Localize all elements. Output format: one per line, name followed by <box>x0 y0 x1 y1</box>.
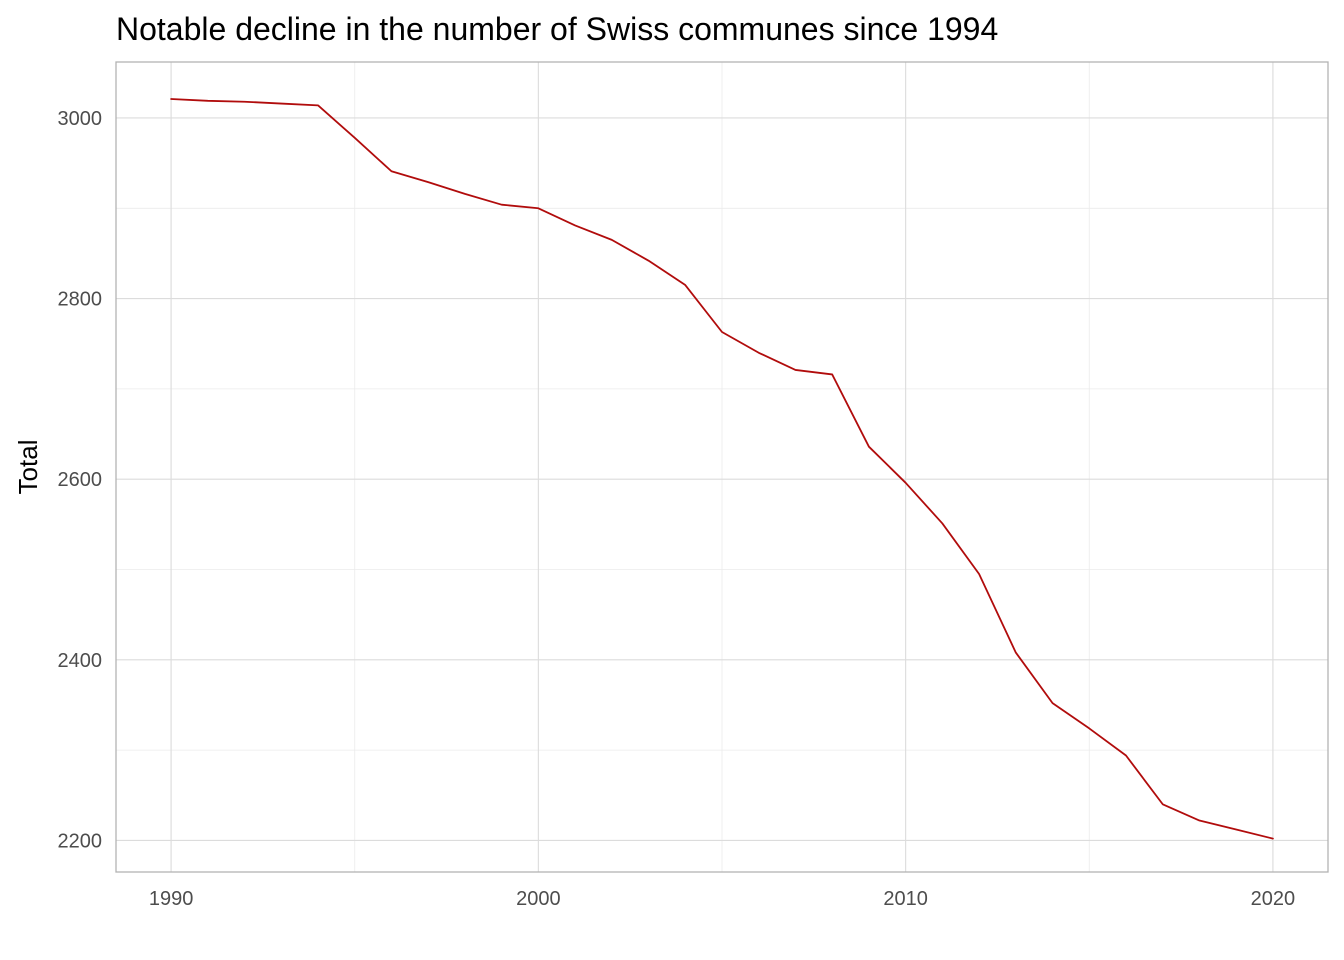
y-axis-title: Total <box>13 440 43 495</box>
y-tick-label: 2200 <box>58 830 103 852</box>
series-layer <box>170 98 1274 840</box>
x-tick-label: 1990 <box>149 888 194 910</box>
x-axis-ticks: 1990 2000 2010 2020 <box>149 888 1295 910</box>
x-tick-label: 2010 <box>883 888 928 910</box>
series-line <box>170 98 1274 840</box>
y-tick-label: 3000 <box>58 108 103 130</box>
y-tick-label: 2600 <box>58 469 103 491</box>
x-tick-label: 2020 <box>1251 888 1296 910</box>
minor-gridlines <box>116 62 1328 872</box>
chart-title: Notable decline in the number of Swiss c… <box>116 11 998 47</box>
y-tick-label: 2400 <box>58 650 103 672</box>
major-gridlines <box>116 62 1328 872</box>
y-tick-label: 2800 <box>58 289 103 311</box>
plot-panel-border <box>115 61 1329 873</box>
x-tick-label: 2000 <box>516 888 561 910</box>
y-axis-ticks: 2200 2400 2600 2800 3000 <box>58 108 103 852</box>
